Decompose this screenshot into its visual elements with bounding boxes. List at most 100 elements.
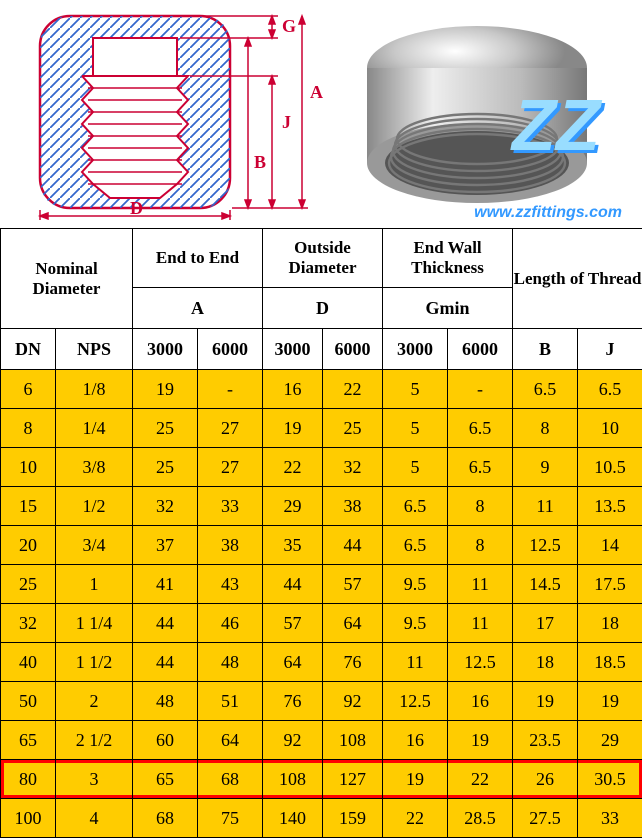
table-cell: 8 bbox=[513, 409, 578, 448]
table-cell: 22 bbox=[383, 799, 448, 838]
table-cell: 19 bbox=[578, 682, 642, 721]
table-cell: 25 bbox=[1, 565, 56, 604]
table-cell: 57 bbox=[323, 565, 383, 604]
table-cell: 1 1/4 bbox=[56, 604, 133, 643]
table-cell: 22 bbox=[263, 448, 323, 487]
table-cell: 19 bbox=[263, 409, 323, 448]
table-cell: 44 bbox=[323, 526, 383, 565]
table-cell: 19 bbox=[448, 721, 513, 760]
table-cell: 1 bbox=[56, 565, 133, 604]
table-cell: 92 bbox=[323, 682, 383, 721]
table-cell: 43 bbox=[198, 565, 263, 604]
table-cell: 48 bbox=[198, 643, 263, 682]
table-cell: 9.5 bbox=[383, 604, 448, 643]
top-image-area: G A J B bbox=[0, 0, 642, 228]
table-row: 5024851769212.5161919 bbox=[1, 682, 642, 721]
table-row: 151/2323329386.581113.5 bbox=[1, 487, 642, 526]
table-row: 103/82527223256.5910.5 bbox=[1, 448, 642, 487]
table-cell: 1/2 bbox=[56, 487, 133, 526]
table-cell: 32 bbox=[1, 604, 56, 643]
table-cell: 44 bbox=[133, 604, 198, 643]
table-cell: 6.5 bbox=[383, 526, 448, 565]
table-cell: 23.5 bbox=[513, 721, 578, 760]
table-cell: 19 bbox=[133, 370, 198, 409]
table-cell: 11 bbox=[448, 604, 513, 643]
table-cell: 10 bbox=[578, 409, 642, 448]
table-cell: 8 bbox=[1, 409, 56, 448]
website-url: www.zzfittings.com bbox=[474, 204, 622, 222]
table-cell: 19 bbox=[383, 760, 448, 799]
table-cell: 16 bbox=[263, 370, 323, 409]
table-cell: 9 bbox=[513, 448, 578, 487]
table-cell: 35 bbox=[263, 526, 323, 565]
page-container: G A J B bbox=[0, 0, 642, 838]
col-nps: NPS bbox=[56, 329, 133, 370]
svg-text:D: D bbox=[130, 198, 143, 218]
table-cell: 159 bbox=[323, 799, 383, 838]
table-cell: 76 bbox=[323, 643, 383, 682]
col-j: J bbox=[578, 329, 642, 370]
table-cell: 28.5 bbox=[448, 799, 513, 838]
table-cell: 18 bbox=[578, 604, 642, 643]
table-cell: 12.5 bbox=[513, 526, 578, 565]
table-cell: 65 bbox=[1, 721, 56, 760]
table-cell: 33 bbox=[198, 487, 263, 526]
table-cell: 12.5 bbox=[448, 643, 513, 682]
table-cell: 44 bbox=[263, 565, 323, 604]
table-row: 100468751401592228.527.533 bbox=[1, 799, 642, 838]
svg-text:B: B bbox=[254, 152, 266, 172]
table-cell: 32 bbox=[323, 448, 383, 487]
table-cell: 65 bbox=[133, 760, 198, 799]
table-cell: 2 bbox=[56, 682, 133, 721]
svg-text:G: G bbox=[282, 16, 296, 36]
table-cell: 48 bbox=[133, 682, 198, 721]
table-row: 61/819-16225-6.56.5 bbox=[1, 370, 642, 409]
table-cell: 100 bbox=[1, 799, 56, 838]
table-cell: 29 bbox=[578, 721, 642, 760]
table-cell: 8 bbox=[448, 526, 513, 565]
table-cell: 18.5 bbox=[578, 643, 642, 682]
table-cell: 11 bbox=[513, 487, 578, 526]
table-cell: - bbox=[448, 370, 513, 409]
table-cell: 108 bbox=[263, 760, 323, 799]
table-cell: 11 bbox=[448, 565, 513, 604]
table-cell: 6.5 bbox=[383, 487, 448, 526]
table-cell: 46 bbox=[198, 604, 263, 643]
table-cell: 3 bbox=[56, 760, 133, 799]
table-row: 652 1/2606492108161923.529 bbox=[1, 721, 642, 760]
col-d3000: 3000 bbox=[263, 329, 323, 370]
dimensions-table: Nominal Diameter End to End Outside Diam… bbox=[0, 228, 642, 838]
table-cell: 22 bbox=[323, 370, 383, 409]
col-header-nominal: Nominal Diameter bbox=[1, 229, 133, 329]
table-cell: 41 bbox=[133, 565, 198, 604]
col-header-row: DN NPS 3000 6000 3000 6000 3000 6000 B J bbox=[1, 329, 642, 370]
table-cell: 9.5 bbox=[383, 565, 448, 604]
table-cell: 75 bbox=[198, 799, 263, 838]
table-cell: 3/4 bbox=[56, 526, 133, 565]
col-d6000: 6000 bbox=[323, 329, 383, 370]
table-cell: 127 bbox=[323, 760, 383, 799]
table-cell: 4 bbox=[56, 799, 133, 838]
col-header-wall: End Wall Thickness bbox=[383, 229, 513, 288]
col-sub-d: D bbox=[263, 288, 383, 329]
table-cell: 12.5 bbox=[383, 682, 448, 721]
svg-text:A: A bbox=[310, 82, 323, 102]
table-row: 81/42527192556.5810 bbox=[1, 409, 642, 448]
table-cell: 40 bbox=[1, 643, 56, 682]
col-dn: DN bbox=[1, 329, 56, 370]
table-cell: 19 bbox=[513, 682, 578, 721]
table-cell: 22 bbox=[448, 760, 513, 799]
table-cell: 27 bbox=[198, 409, 263, 448]
table-cell: 16 bbox=[383, 721, 448, 760]
cross-section-diagram: G A J B bbox=[20, 8, 330, 220]
table-cell: 6.5 bbox=[448, 448, 513, 487]
table-row: 203/4373835446.5812.514 bbox=[1, 526, 642, 565]
table-cell: 26 bbox=[513, 760, 578, 799]
table-cell: 14 bbox=[578, 526, 642, 565]
table-cell: 92 bbox=[263, 721, 323, 760]
col-header-endtoend: End to End bbox=[133, 229, 263, 288]
table-row: 321 1/4444657649.5111718 bbox=[1, 604, 642, 643]
table-cell: 29 bbox=[263, 487, 323, 526]
table-cell: 10 bbox=[1, 448, 56, 487]
table-cell: 10.5 bbox=[578, 448, 642, 487]
